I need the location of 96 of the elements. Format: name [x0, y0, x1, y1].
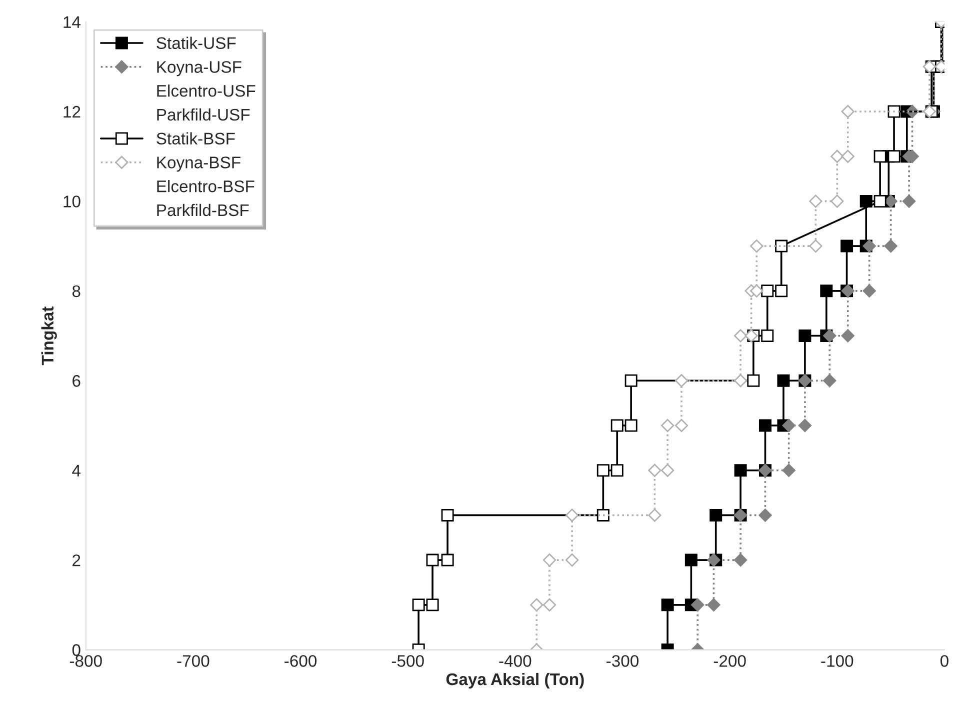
- y-tick-label: 14: [64, 16, 81, 28]
- point: [777, 374, 790, 387]
- x-tick-label: 0: [940, 655, 948, 667]
- x-tick-label: -600: [284, 655, 317, 667]
- point: [840, 240, 854, 252]
- x-tick-label: -200: [714, 655, 746, 667]
- point: [744, 329, 758, 342]
- point: [902, 194, 916, 208]
- point: [674, 374, 688, 388]
- point: [782, 418, 796, 432]
- point: [782, 464, 796, 477]
- point: [747, 374, 760, 387]
- point: [624, 374, 638, 387]
- point: [648, 464, 662, 477]
- point: [874, 194, 886, 208]
- point: [710, 508, 722, 522]
- text: Elcentro-BSF: [157, 180, 254, 192]
- point: [888, 150, 900, 163]
- legend-label: Koyna-BSF: [157, 156, 240, 172]
- point: [841, 104, 854, 118]
- point: [841, 329, 854, 342]
- text: Elcentro-USF: [157, 84, 256, 97]
- point: [565, 553, 579, 567]
- point: [660, 418, 674, 432]
- point: [823, 329, 836, 342]
- x-tick-label: -100: [821, 655, 854, 667]
- text: Parkfild-BSF: [157, 204, 249, 216]
- point: [809, 194, 822, 208]
- y-tick-label: 10: [64, 196, 80, 208]
- x-tick-label: -500: [392, 655, 424, 667]
- point: [660, 464, 674, 477]
- text: Parkfild-USF: [157, 108, 250, 121]
- point: [761, 330, 774, 342]
- point: [775, 284, 788, 298]
- point: [707, 598, 720, 612]
- point: [841, 150, 854, 163]
- point: [922, 104, 936, 118]
- point: [661, 598, 674, 612]
- legend-label: Statik-BSF: [156, 132, 235, 144]
- point: [884, 194, 898, 208]
- point: [775, 240, 788, 252]
- point: [884, 239, 898, 253]
- point: [750, 239, 764, 253]
- point: [862, 284, 876, 298]
- x-tick-label: -700: [177, 655, 210, 667]
- point: [758, 419, 772, 432]
- y-tick-label: 4: [72, 464, 81, 476]
- point: [441, 508, 454, 522]
- point: [798, 418, 812, 432]
- y-tick-label: 0: [72, 644, 80, 656]
- x-axis-title: Gaya Aksial (Ton): [446, 672, 584, 688]
- point: [441, 554, 454, 566]
- point: [820, 284, 833, 298]
- point: [530, 598, 544, 612]
- point: [922, 60, 936, 74]
- point: [809, 239, 822, 253]
- legend-label: Statik-USF: [156, 36, 236, 50]
- point: [624, 419, 638, 432]
- point: [610, 464, 624, 477]
- legend-label: Koyna-USF: [157, 61, 242, 76]
- point: [426, 554, 439, 566]
- y-tick-label: 12: [64, 106, 80, 118]
- point: [862, 239, 876, 253]
- point: [823, 374, 836, 388]
- x-tick-label: -800: [70, 655, 102, 667]
- point: [684, 554, 698, 566]
- point: [758, 508, 772, 522]
- point: [648, 508, 662, 522]
- x-tick-label: -400: [499, 655, 532, 667]
- point: [565, 508, 579, 522]
- point: [798, 330, 812, 342]
- point: [830, 194, 844, 208]
- point: [734, 464, 747, 477]
- point: [412, 598, 425, 612]
- point: [860, 194, 872, 208]
- point: [610, 419, 624, 432]
- point: [734, 553, 748, 567]
- y-tick-label: 8: [72, 285, 80, 298]
- y-tick-label: 2: [72, 554, 80, 566]
- point: [674, 418, 688, 432]
- x-tick-label: -300: [606, 655, 639, 667]
- point: [426, 598, 439, 612]
- point: [691, 598, 704, 612]
- y-axis-title: Tingkat: [41, 306, 57, 366]
- point: [874, 150, 886, 163]
- point: [750, 284, 764, 298]
- point: [830, 150, 844, 163]
- point: [734, 374, 748, 388]
- point: [596, 508, 610, 522]
- point: [707, 553, 720, 567]
- point: [542, 598, 556, 612]
- point: [596, 464, 610, 477]
- point: [734, 329, 748, 342]
- point: [542, 553, 556, 567]
- y-tick-label: 6: [72, 375, 80, 387]
- point: [761, 284, 774, 298]
